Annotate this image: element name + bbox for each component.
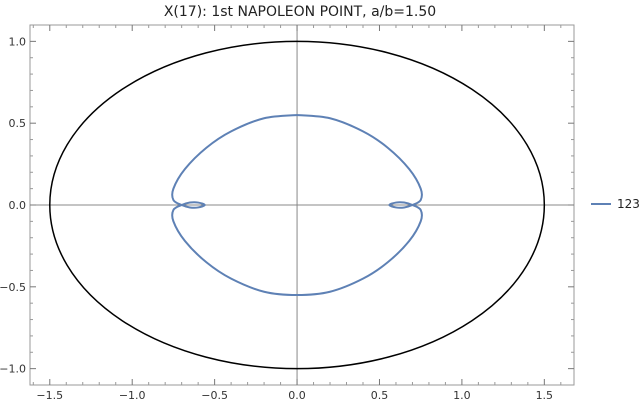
series [49, 40, 546, 370]
ticks: −1.5 −1.0 −0.5 0.0 0.5 1.0 1.5 −1.0 −0.5 0.0 0.5 1.… [0, 24, 574, 402]
x-tick-label: −0.5 [201, 389, 228, 402]
legend-label: 123 [617, 197, 640, 211]
locus-curve [171, 114, 423, 296]
y-tick-label: −1.0 [0, 363, 26, 376]
x-tick-label: 0.5 [371, 389, 389, 402]
x-tick-label: 1.5 [536, 389, 554, 402]
y-tick-label: 1.0 [9, 35, 27, 48]
axes [30, 25, 574, 385]
x-tick-label: 0.0 [288, 389, 306, 402]
x-tick-label: −1.0 [119, 389, 146, 402]
legend: 123 [591, 197, 640, 211]
chart-title: X(17): 1st NAPOLEON POINT, a/b=1.50 [164, 4, 436, 20]
y-tick-label: 0.0 [9, 199, 27, 212]
x-tick-label: 1.0 [453, 389, 471, 402]
x-tick-label: −1.5 [36, 389, 63, 402]
y-tick-label: 0.5 [9, 117, 27, 130]
y-tick-label: −0.5 [0, 281, 26, 294]
ellipse-curve [49, 40, 546, 370]
